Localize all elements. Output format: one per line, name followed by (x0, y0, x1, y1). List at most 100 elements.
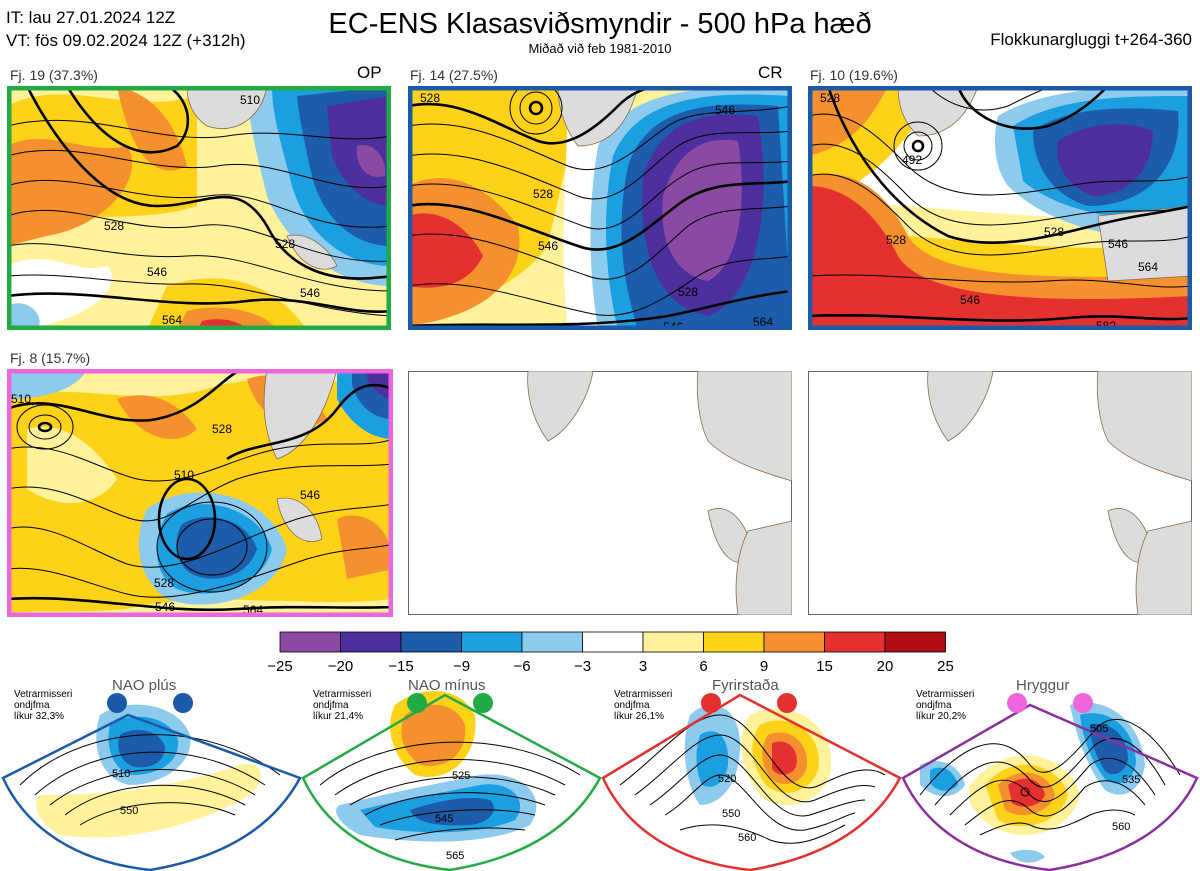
regime-hryggur: 505 535 560 (901, 693, 1199, 871)
svg-text:546: 546 (155, 600, 175, 614)
regime-4-info: Vetrarmisseri ondjfma líkur 20,2% (916, 689, 974, 722)
svg-text:528: 528 (678, 285, 698, 299)
colorbar-tick-label: 25 (937, 658, 954, 675)
regime-3-season: Vetrarmisseri (614, 689, 673, 700)
regime-4-name: Hryggur (1016, 677, 1070, 694)
forecast-times: IT: lau 27.01.2024 12Z VT: fös 09.02.202… (6, 6, 246, 52)
svg-text:560: 560 (738, 832, 756, 844)
regime-1-prob: líkur 32,3% (14, 711, 65, 722)
svg-text:528: 528 (275, 237, 295, 251)
colorbar-tick-label: −25 (267, 658, 292, 675)
svg-text:546: 546 (538, 239, 558, 253)
svg-text:546: 546 (1108, 237, 1128, 251)
regime-nao-minus: 525 545 565 (301, 691, 602, 871)
empty-map-5 (408, 371, 792, 615)
cluster-window: Flokkunargluggi t+264-360 (990, 30, 1192, 49)
colorbar: −25 −20 −15 −9 −6 −3 3 6 9 15 20 25 (267, 631, 954, 675)
svg-text:528: 528 (533, 187, 553, 201)
svg-text:564: 564 (162, 313, 182, 327)
colorbar-swatch (703, 631, 765, 653)
svg-text:492: 492 (902, 153, 922, 167)
svg-text:528: 528 (212, 422, 232, 436)
regime-3-months: ondjfma (614, 700, 650, 711)
colorbar-swatch (763, 631, 825, 653)
svg-text:510: 510 (112, 768, 130, 780)
regime-3-prob: líkur 26,1% (614, 711, 665, 722)
init-time: IT: lau 27.01.2024 12Z (6, 8, 176, 27)
colorbar-tick-label: −15 (388, 658, 413, 675)
svg-text:564: 564 (1138, 260, 1158, 274)
regime-3-info: Vetrarmisseri ondjfma líkur 26,1% (614, 689, 672, 722)
svg-text:525: 525 (452, 770, 470, 782)
regime-1-months: ondjfma (14, 700, 50, 711)
colorbar-swatch (279, 631, 341, 653)
regime-nao-plus: 510 550 (1, 693, 302, 871)
svg-text:546: 546 (300, 488, 320, 502)
page-title: EC-ENS Klasasviðsmyndir - 500 hPa hæð (328, 8, 872, 40)
svg-text:550: 550 (120, 805, 138, 817)
valid-time: VT: fös 09.02.2024 12Z (+312h) (6, 31, 246, 50)
svg-text:546: 546 (663, 320, 683, 330)
svg-text:528: 528 (104, 219, 124, 233)
regime-1-name: NAO plús (112, 677, 177, 694)
svg-text:528: 528 (154, 576, 174, 590)
panel-2-code: CR (758, 63, 783, 82)
svg-text:546: 546 (960, 293, 980, 307)
svg-text:565: 565 (446, 850, 464, 862)
svg-text:528: 528 (1044, 225, 1064, 239)
regime-4-season: Vetrarmisseri (916, 689, 975, 700)
regime-2-info: Vetrarmisseri ondjfma líkur 21,4% (313, 689, 371, 722)
svg-text:528: 528 (886, 233, 906, 247)
svg-text:510: 510 (240, 93, 260, 107)
colorbar-tick-label: 15 (816, 658, 833, 675)
colorbar-swatch (340, 631, 402, 653)
regime-panels: 510 550 525 545 565 (1, 691, 1199, 871)
colorbar-tick-label: 20 (877, 658, 894, 675)
colorbar-tick-label: 9 (760, 658, 768, 675)
regime-1-season: Vetrarmisseri (14, 689, 73, 700)
svg-text:546: 546 (300, 286, 320, 300)
svg-text:560: 560 (1112, 821, 1130, 833)
regime-2-prob: líkur 21,4% (313, 711, 364, 722)
regime-4-prob: líkur 20,2% (916, 711, 967, 722)
colorbar-tick-label: −3 (574, 658, 591, 675)
colorbar-tick-label: −9 (453, 658, 470, 675)
svg-text:528: 528 (420, 91, 440, 105)
colorbar-swatch (582, 631, 644, 653)
svg-text:510: 510 (11, 392, 31, 406)
colorbar-tick-label: 3 (639, 658, 647, 675)
colorbar-tick-label: 6 (699, 658, 707, 675)
colorbar-swatch (824, 631, 886, 653)
panel-2-label: Fj. 14 (27.5%) (410, 67, 498, 83)
svg-text:582: 582 (1096, 319, 1116, 330)
page-subtitle: Miðað við feb 1981-2010 (528, 41, 672, 56)
regime-2-season: Vetrarmisseri (313, 689, 372, 700)
svg-text:505: 505 (1090, 723, 1108, 735)
panel-4-label: Fj. 8 (15.7%) (10, 350, 91, 366)
cluster-map-4[interactable]: 510 528 510 546 528 546 564 (7, 369, 393, 617)
colorbar-tick-label: −20 (328, 658, 353, 675)
colorbar-swatch (642, 631, 704, 653)
regime-4-months: ondjfma (916, 700, 952, 711)
cluster-map-1[interactable]: 510 528 528 546 546 564 (7, 86, 391, 330)
colorbar-swatch (884, 631, 946, 653)
svg-text:510: 510 (174, 468, 194, 482)
svg-text:550: 550 (722, 808, 740, 820)
svg-text:545: 545 (435, 813, 453, 825)
panel-1-label: Fj. 19 (37.3%) (10, 67, 98, 83)
cluster-map-2[interactable]: 528 528 546 528 546 546 564 (408, 86, 792, 330)
svg-text:520: 520 (718, 773, 736, 785)
colorbar-tick-label: −6 (513, 658, 530, 675)
panel-3-label: Fj. 10 (19.6%) (810, 67, 898, 83)
regime-1-info: Vetrarmisseri ondjfma líkur 32,3% (14, 689, 72, 722)
svg-text:546: 546 (715, 103, 735, 117)
cluster-map-3[interactable]: 528 492 528 528 546 564 546 582 (808, 86, 1192, 330)
svg-text:528: 528 (820, 91, 840, 105)
panel-1-code: OP (357, 63, 382, 82)
svg-text:535: 535 (1122, 774, 1140, 786)
empty-map-6 (808, 371, 1192, 615)
regime-fyrirstada: 520 550 560 (601, 693, 902, 871)
regime-2-name: NAO mínus (408, 677, 486, 694)
svg-text:546: 546 (147, 265, 167, 279)
regime-3-name: Fyrirstaða (712, 677, 779, 694)
